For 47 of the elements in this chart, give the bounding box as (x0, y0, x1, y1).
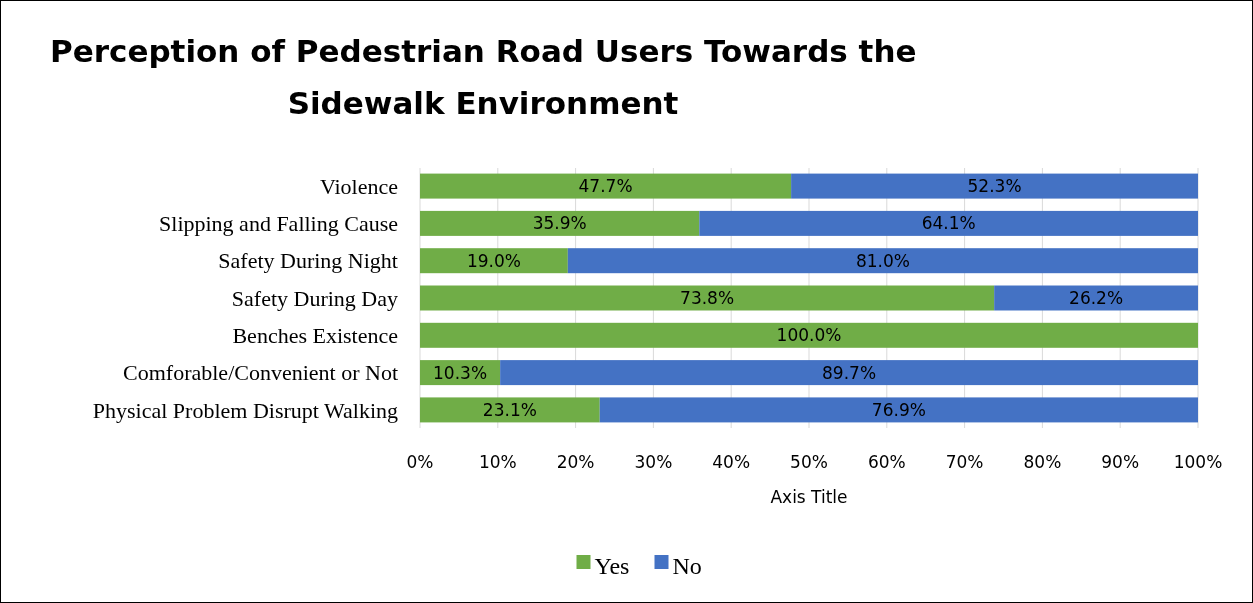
data-label: 47.7% (578, 176, 633, 197)
bar (420, 285, 995, 311)
y-tick-label: Physical Problem Disrupt Walking (92, 397, 398, 423)
bar (420, 210, 700, 236)
x-tick-label: 30% (634, 452, 673, 472)
y-tick-label: Safety During Day (231, 285, 398, 311)
bar (791, 173, 1198, 199)
y-tick-label: Safety During Night (218, 248, 398, 274)
x-tick-label: 90% (1101, 452, 1140, 472)
data-label: 26.2% (1069, 287, 1124, 308)
x-tick-label: 20% (556, 452, 595, 472)
bar (420, 173, 792, 199)
y-tick-label: Slipping and Falling Cause (159, 211, 398, 237)
data-label: 89.7% (822, 362, 877, 383)
x-tick-label: 40% (712, 452, 751, 472)
x-tick-label: 80% (1023, 452, 1062, 472)
y-tick-label: Benches Existence (232, 323, 398, 348)
y-tick-label: Violence (319, 173, 398, 199)
x-axis-title: Axis Title (770, 487, 848, 507)
data-label: 100.0% (776, 325, 842, 346)
x-tick-label: 50% (790, 452, 828, 472)
bar (500, 360, 1198, 386)
x-tick-label: 70% (945, 452, 984, 472)
data-label: 19.0% (466, 250, 521, 271)
data-label: 76.9% (871, 399, 926, 420)
y-tick-label: Comforable/Convenient or Not (123, 360, 398, 386)
bar (420, 397, 600, 423)
bar (420, 322, 1198, 348)
bar (567, 248, 1198, 274)
chart-title: Perception of Pedestrian Road Users Towards the Sidewalk Environment (50, 33, 917, 121)
bar (994, 285, 1198, 311)
data-label: 35.9% (532, 213, 587, 234)
data-label: 81.0% (855, 250, 910, 271)
x-tick-label: 10% (478, 452, 517, 472)
bar (599, 397, 1198, 423)
data-label: 52.3% (967, 176, 1022, 197)
data-label: 23.1% (482, 399, 537, 420)
data-label: 73.8% (680, 287, 735, 308)
bar (420, 248, 568, 274)
legend-label: Yes (594, 553, 630, 580)
data-label: 64.1% (921, 213, 976, 234)
legend-label: No (672, 553, 702, 580)
x-tick-label: 60% (867, 452, 906, 472)
data-label: 10.3% (433, 362, 488, 383)
x-tick-label: 0% (406, 452, 434, 472)
x-tick-label: 100% (1173, 452, 1223, 472)
bar (699, 210, 1198, 236)
